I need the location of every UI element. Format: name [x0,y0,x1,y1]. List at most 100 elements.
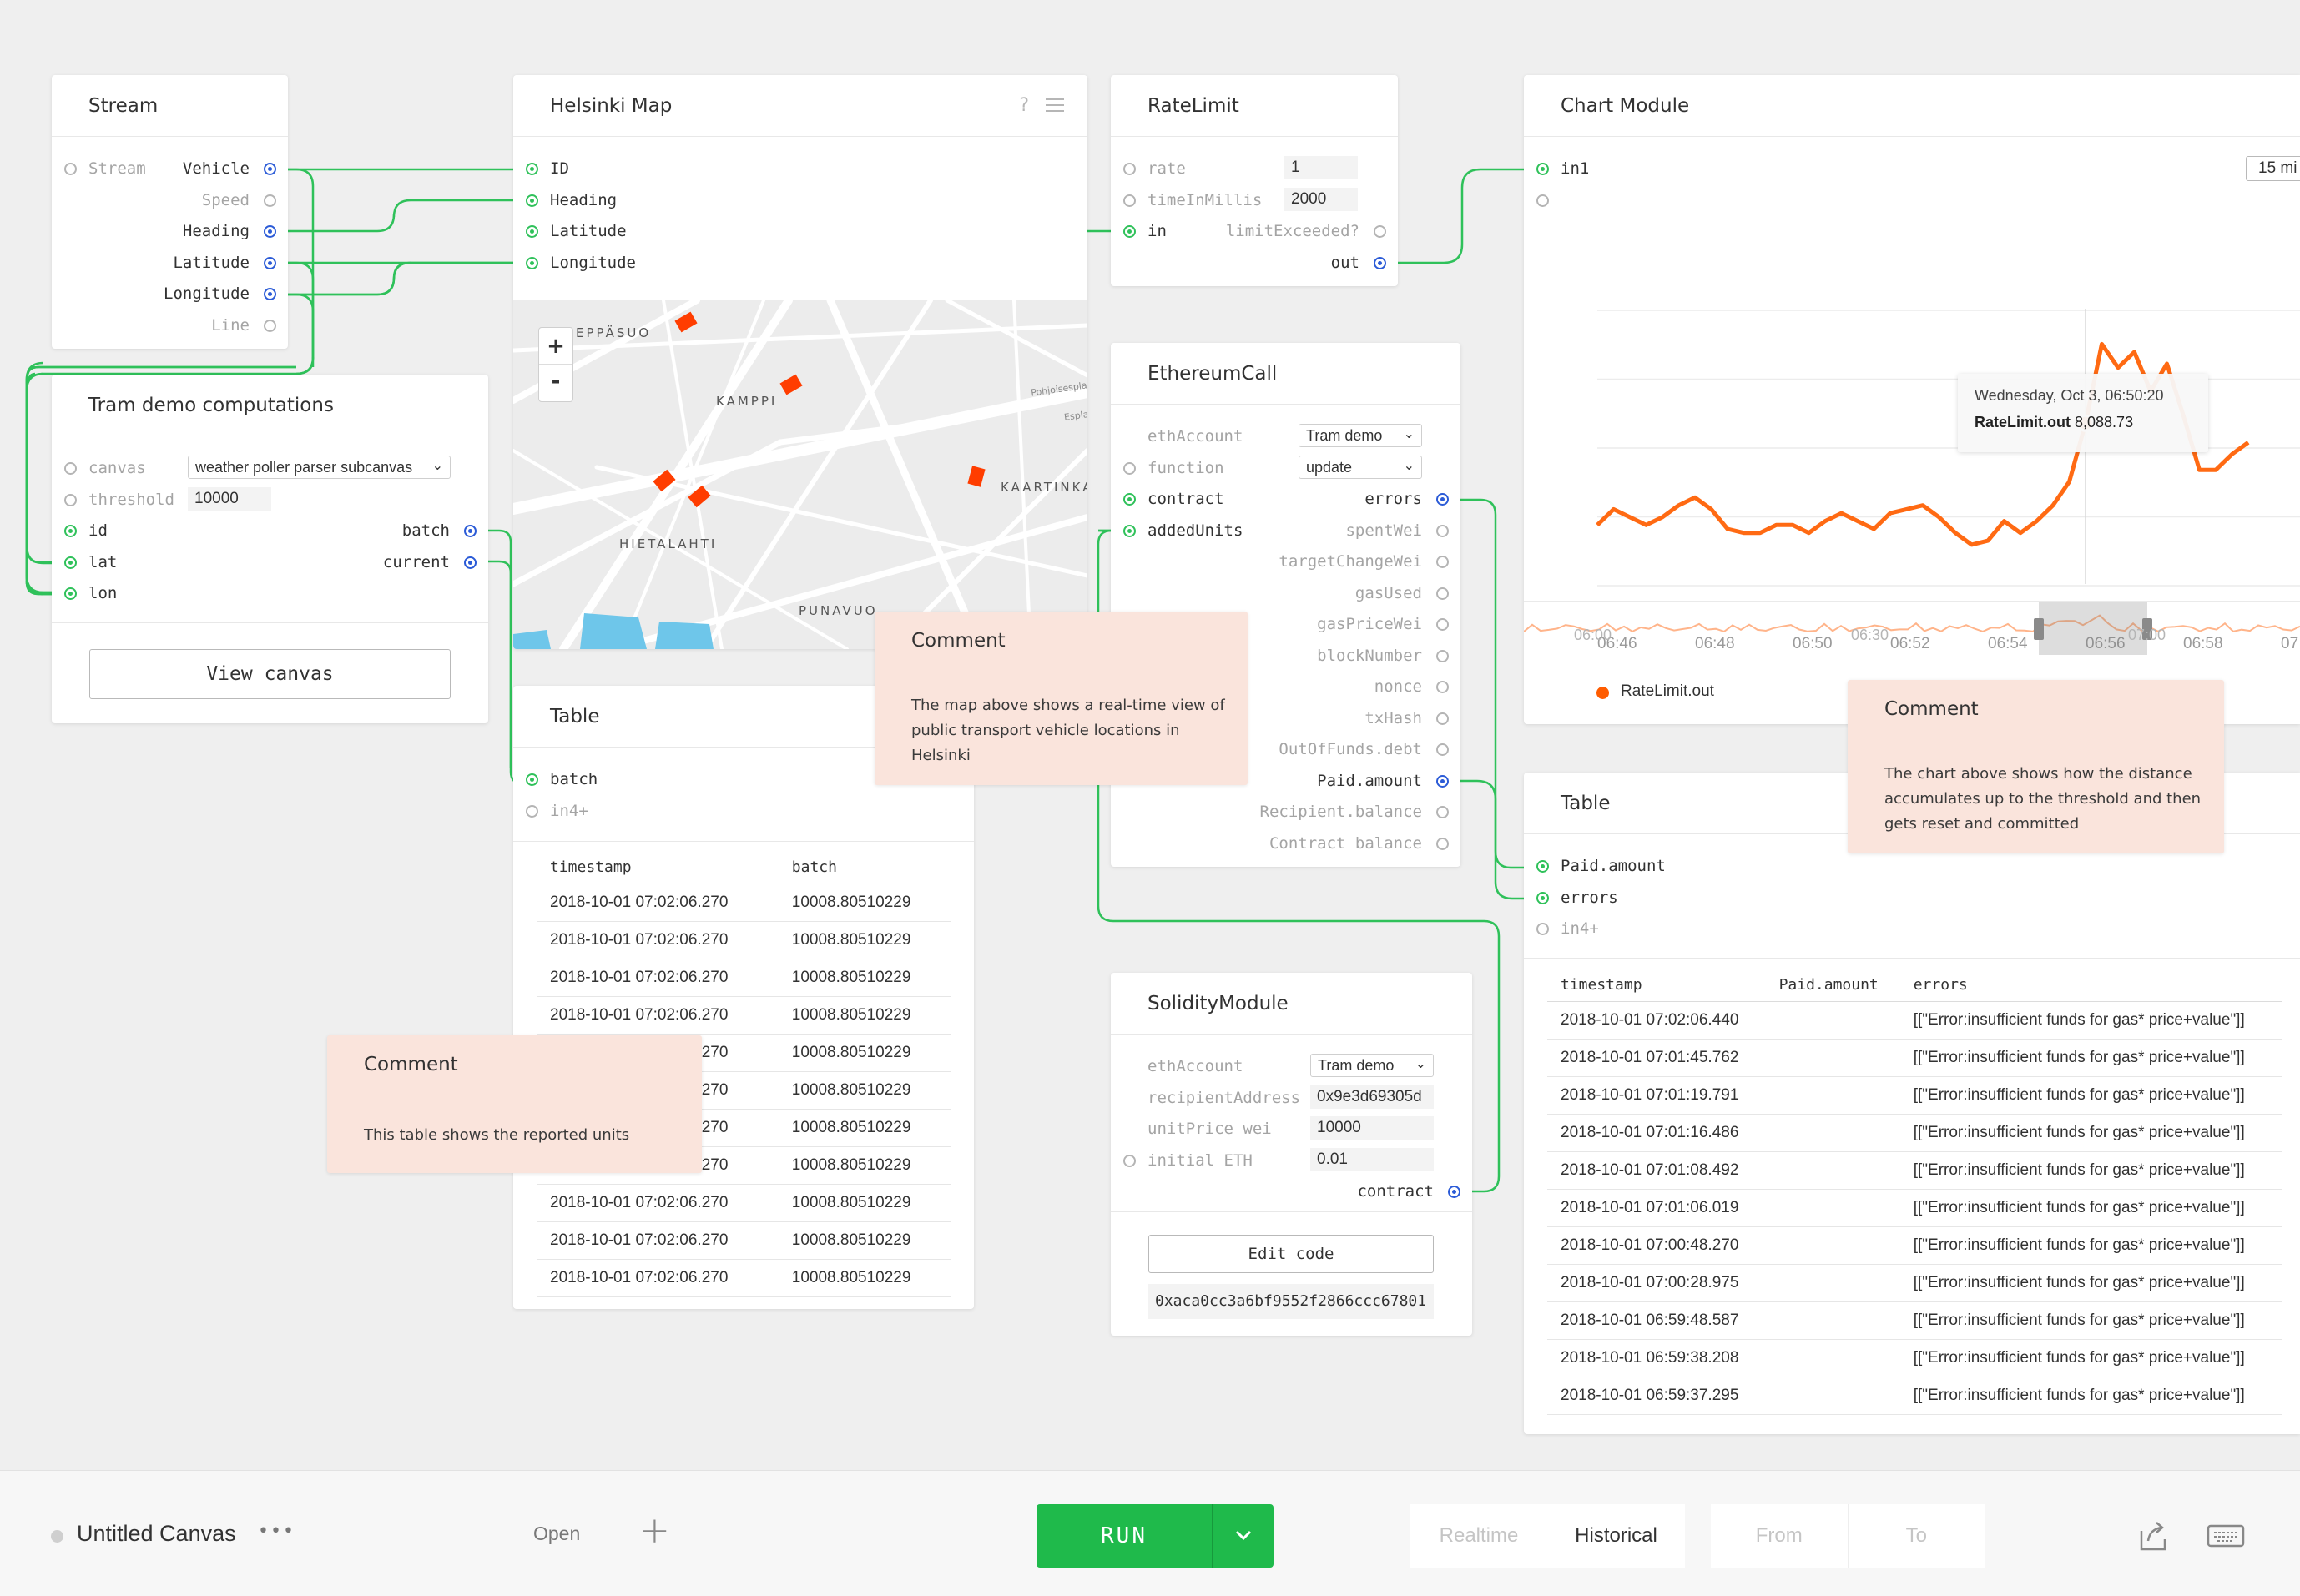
table1-header-batch[interactable]: batch [778,850,951,884]
chart-navigator[interactable]: 06:00 06:30 07:00 [1524,597,2300,655]
eth-output-port[interactable] [1436,618,1449,631]
ratelimit-rate-input[interactable]: 1 [1284,156,1358,179]
table2-port-in4[interactable] [1536,923,1549,935]
add-icon[interactable]: + [639,1509,670,1552]
edit-code-button[interactable]: Edit code [1148,1235,1434,1273]
chart-port-in1[interactable] [1536,163,1549,175]
stream-port-speed[interactable] [264,194,276,207]
eth-output-port[interactable] [1436,681,1449,693]
eth-output-port[interactable] [1436,524,1449,537]
chart-legend-label[interactable]: RateLimit.out [1621,682,1714,700]
ratelimit-out-port[interactable] [1374,257,1386,269]
stream-input-port[interactable] [64,163,77,175]
ethereumcall-module[interactable]: EthereumCall ethAccount Tram demo ⌄ funct… [1111,343,1460,867]
more-icon[interactable]: ••• [258,1521,295,1542]
solidity-unitprice-input[interactable]: 10000 [1310,1116,1434,1140]
tram-canvas-port[interactable] [64,462,77,475]
tram-threshold-input[interactable]: 10000 [188,487,271,511]
ratelimit-rate-port[interactable] [1123,163,1136,175]
tram-port-id[interactable] [64,525,77,537]
table2-port-errors[interactable] [1536,892,1549,904]
chart-module[interactable]: Chart Module in1 15 mi 06:46 06:48 06:50 06… [1524,75,2300,724]
eth-output-port[interactable] [1436,649,1449,662]
eth-output-port[interactable] [1436,556,1449,568]
tram-port-lon[interactable] [64,587,77,600]
series-line-ratelimit-out[interactable] [1596,341,2250,547]
tram-threshold-port[interactable] [64,494,77,506]
map-port-longitude[interactable] [526,257,538,269]
helsinki-map-module[interactable]: Helsinki Map ? ID Heading Latitude Longi… [513,75,1087,649]
eth-port-addedunits[interactable] [1123,525,1136,537]
ratelimit-module[interactable]: RateLimit rate 1 timeInMillis 2000 in li… [1111,75,1398,286]
table2-header-errors[interactable]: errors [1899,968,2282,1002]
from-date-input[interactable]: From [1711,1504,1849,1568]
tram-port-lat[interactable] [64,556,77,569]
run-button[interactable]: RUN [1101,1523,1147,1548]
share-icon[interactable] [2136,1519,2170,1553]
table2-port-paid[interactable] [1536,860,1549,873]
canvas-area[interactable]: Stream Stream Vehicle Speed Heading Lati… [0,0,2300,1470]
to-date-input[interactable]: To [1905,1524,1927,1547]
table2-header-paid[interactable]: Paid.amount [1765,968,1900,1002]
eth-output-port[interactable] [1436,712,1449,725]
eth-output-port[interactable] [1436,493,1449,506]
soliditymodule[interactable]: SolidityModule ethAccount Tram demo ⌄ rec… [1111,973,1472,1336]
tram-canvas-select[interactable]: weather poller parser subcanvas ⌄ [188,456,451,479]
view-canvas-button[interactable]: View canvas [89,649,451,699]
eth-output-port[interactable] [1436,587,1449,600]
table1-port-batch[interactable] [526,773,538,786]
navigator-selection[interactable] [2039,602,2147,655]
tram-computations-module[interactable]: Tram demo computations canvas weather po… [52,375,488,723]
help-icon[interactable]: ? [1019,95,1029,116]
zoom-in-button[interactable]: + [539,328,572,365]
stream-port-heading[interactable] [264,225,276,238]
ratelimit-exceeded-port[interactable] [1374,225,1386,238]
map-port-heading[interactable] [526,194,538,207]
eth-function-port[interactable] [1123,462,1136,475]
table2-header-timestamp[interactable]: timestamp [1547,968,1766,1002]
solidity-contract-port[interactable] [1448,1186,1460,1198]
map-port-latitude[interactable] [526,225,538,238]
comment-table[interactable]: Comment This table shows the reported un… [327,1035,702,1173]
solidity-initial-input[interactable]: 0.01 [1310,1148,1434,1171]
tram-port-batch[interactable] [464,525,477,537]
table1-port-in4[interactable] [526,805,538,818]
eth-output-port[interactable] [1436,743,1449,756]
chart-port-extra[interactable] [1536,194,1549,207]
contract-address[interactable]: 0xaca0cc3a6bf9552f2866ccc67801 [1148,1284,1434,1319]
open-button[interactable]: Open [533,1523,581,1544]
run-options-button[interactable] [1213,1504,1274,1568]
eth-account-select[interactable]: Tram demo ⌄ [1299,424,1422,447]
ratelimit-time-input[interactable]: 2000 [1284,188,1358,211]
stream-port-latitude[interactable] [264,257,276,269]
menu-icon[interactable] [1046,98,1064,112]
solidity-recipient-input[interactable]: 0x9e3d69305d [1310,1085,1434,1109]
map-port-id[interactable] [526,163,538,175]
stream-port-line[interactable] [264,320,276,332]
table1-header-timestamp[interactable]: timestamp [537,850,779,884]
keyboard-icon[interactable] [2207,1523,2245,1549]
realtime-tab[interactable]: Realtime [1439,1524,1519,1547]
map-view[interactable]: + - EPPÄSUO KAMPPI KAARTINKA HIETALAHTI … [513,300,1087,649]
eth-output-port[interactable] [1436,774,1449,788]
eth-output-port[interactable] [1436,837,1449,850]
eth-port-contract[interactable] [1123,493,1136,506]
historical-tab[interactable]: Historical [1575,1524,1657,1547]
stream-port-longitude[interactable] [264,288,276,300]
solidity-eth-select[interactable]: Tram demo ⌄ [1310,1054,1434,1077]
chart-range-select[interactable]: 15 mi [2246,156,2300,181]
ratelimit-in-port[interactable] [1123,225,1136,238]
navigator-handle[interactable] [2034,618,2044,640]
eth-function-select[interactable]: update ⌄ [1299,456,1422,479]
table-module-payments[interactable]: Table Paid.amount errors in4+ timestamp P… [1524,773,2300,1434]
navigator-handle[interactable] [2142,618,2152,640]
stream-port-vehicle[interactable] [264,163,276,175]
ratelimit-time-port[interactable] [1123,194,1136,207]
tram-port-current[interactable] [464,556,477,569]
comment-chart[interactable]: Comment The chart above shows how the di… [1848,680,2224,853]
zoom-out-button[interactable]: - [551,369,561,394]
comment-map[interactable]: Comment The map above shows a real-time … [875,612,1248,785]
canvas-name[interactable]: Untitled Canvas [77,1521,236,1546]
stream-module[interactable]: Stream Stream Vehicle Speed Heading Lati… [52,75,288,349]
eth-output-port[interactable] [1436,806,1449,818]
